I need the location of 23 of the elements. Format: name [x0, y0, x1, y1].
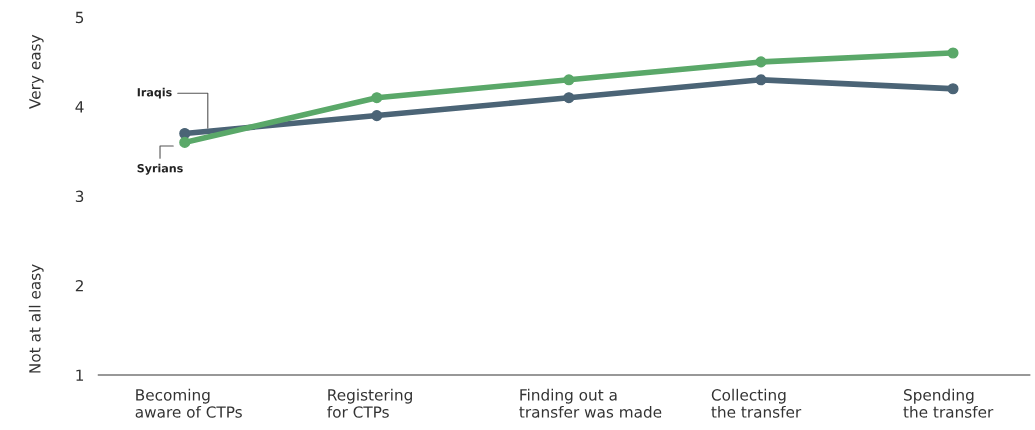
y-tick-label: 1: [76, 369, 84, 381]
point: [179, 136, 191, 148]
x-tick-label: Collecting the transfer: [711, 388, 802, 418]
y-tick-label: 2: [75, 279, 83, 292]
x-tick-label: Finding out a transfer was made: [519, 388, 662, 418]
y-tick-label: 5: [75, 11, 84, 24]
point: [563, 74, 575, 86]
point: [371, 92, 383, 104]
point: [755, 74, 767, 86]
x-tick-label: Registering for CTPs: [327, 388, 412, 418]
point: [947, 47, 959, 59]
x-tick-label: Becoming aware of CTPs: [135, 388, 242, 418]
y-tick-label: 4: [75, 101, 84, 113]
point: [755, 56, 767, 68]
text: Very easy: [29, 34, 44, 109]
y-tick-label: 3: [75, 190, 84, 203]
text: Iraqis: [137, 87, 172, 99]
point: [947, 83, 959, 95]
x-tick-label: Spending the transfer: [903, 388, 994, 418]
text: Not at all easy: [28, 264, 44, 373]
series-label: Syrians: [137, 163, 183, 175]
point: [371, 110, 383, 122]
point: [563, 92, 575, 104]
